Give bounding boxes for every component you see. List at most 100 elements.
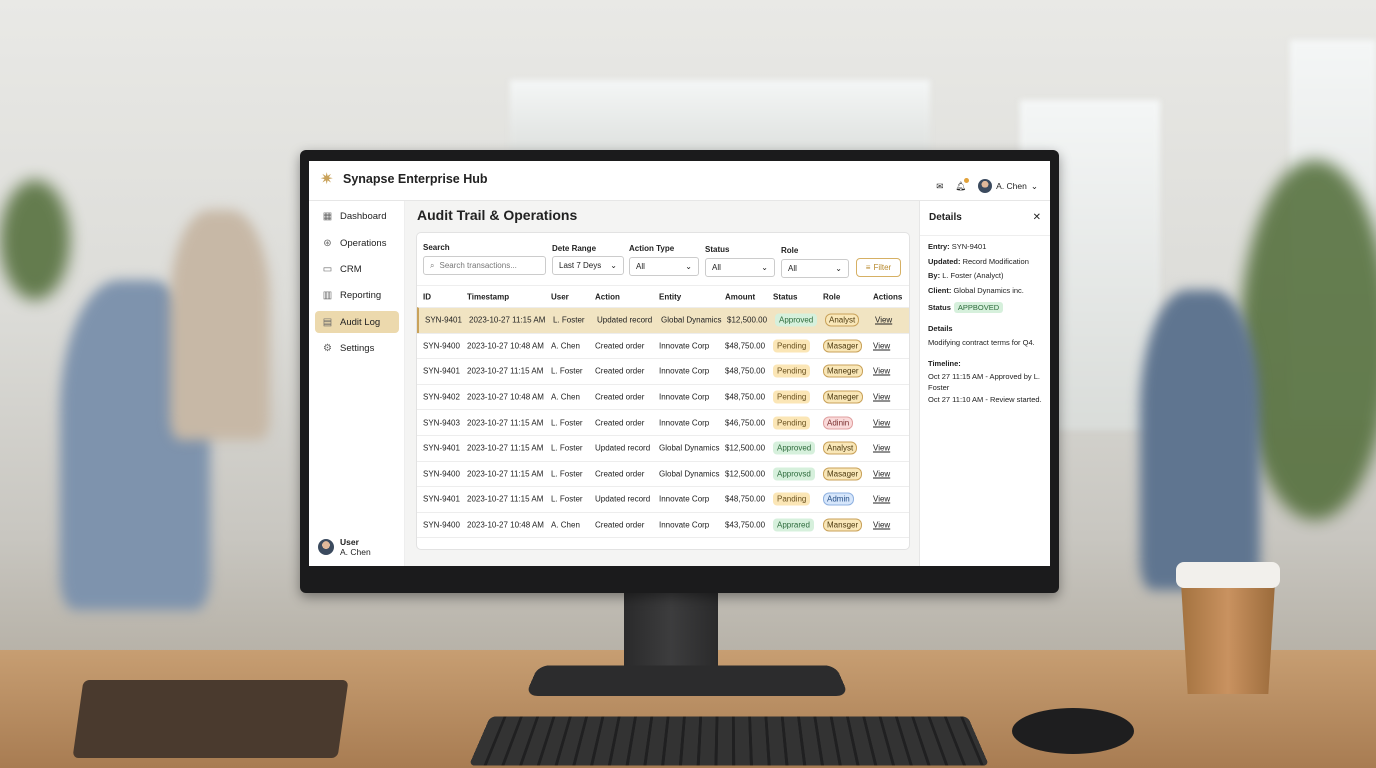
user-menu[interactable]: A. Chen ⌄	[978, 179, 1038, 193]
status-badge: Approvsd	[773, 467, 815, 481]
column-header[interactable]: User	[551, 292, 569, 301]
date-range-label: Dete Range	[552, 244, 597, 253]
sidebar-item-crm[interactable]: ▭ CRM	[315, 258, 399, 280]
amount-cell: $46,750.00	[725, 418, 766, 428]
view-link[interactable]: View	[873, 443, 891, 453]
action-type-select[interactable]: All ⌄	[629, 257, 699, 276]
client-value: Global Dynamics inc.	[953, 285, 1024, 295]
mail-icon[interactable]: ✉	[936, 180, 944, 191]
view-link[interactable]: View	[873, 418, 891, 428]
entity-cell: Global Dynamics	[659, 443, 720, 453]
table-row[interactable]: SYN-9401 2023-10-27 11:15 AM L. Foster Upda…	[417, 486, 909, 512]
view-link[interactable]: View	[873, 520, 891, 530]
id-cell: SYN-9400	[423, 469, 460, 479]
dashboard-icon: ▦	[322, 210, 333, 222]
column-header[interactable]: Role	[823, 292, 841, 301]
table-row[interactable]: SYN-9400 2023-10-27 11:15 AM L. Foster Crea…	[417, 460, 909, 487]
entity-cell: Innovate Corp	[659, 341, 710, 351]
timestamp-cell: 2023-10-27 10:48 AM	[467, 520, 544, 530]
view-link[interactable]: View	[873, 341, 891, 351]
notification-dot	[964, 177, 970, 183]
filter-button[interactable]: ≡ Filter	[856, 258, 901, 277]
by-value: L. Foster (Analyct)	[942, 271, 1004, 280]
date-range-select[interactable]: Last 7 Deys ⌄	[552, 256, 624, 275]
bell-icon[interactable]: 🔔︎	[955, 177, 970, 192]
table-row[interactable]: SYN-9401 2023-10-27 11:15 AM L. Foster Upda…	[417, 435, 909, 461]
entry-value: SYN-9401	[951, 242, 987, 251]
sidebar-item-operations[interactable]: ⊛ Operations	[315, 232, 399, 254]
user-cell: L. Foster	[551, 418, 583, 428]
user-cell: L. Foster	[551, 366, 583, 376]
sidebar-item-reporting[interactable]: ▥ Reporting	[315, 284, 399, 306]
search-label: Search	[423, 243, 450, 252]
table-row[interactable]: SYN-9401 2023-10-27 11:15 AM L. Foster Crea…	[417, 358, 909, 384]
plant	[0, 180, 70, 300]
client-label: Client:	[928, 285, 952, 295]
view-link[interactable]: View	[873, 366, 891, 376]
entity-cell: Innovate Corp	[659, 418, 710, 428]
sidebar: ▦ Dashboard ⊛ Operations ▭ CRM ▥ Reporting ▤…	[309, 201, 405, 566]
role-badge: Analyst	[823, 441, 858, 455]
role-badge: Mansger	[823, 518, 863, 532]
action-cell: Created order	[595, 341, 645, 351]
search-placeholder: Search transactions...	[439, 261, 517, 270]
action-cell: Updated record	[595, 443, 651, 453]
role-select[interactable]: All ⌄	[781, 259, 849, 278]
column-header[interactable]: Timestamp	[467, 292, 510, 301]
sidebar-user[interactable]: User A. Chen	[318, 537, 371, 557]
by-label: By:	[928, 271, 941, 280]
action-cell: Created order	[595, 418, 645, 428]
keyboard	[468, 716, 990, 766]
action-type-label: Action Type	[629, 244, 675, 253]
date-range-value: Last 7 Deys	[559, 261, 602, 270]
view-link[interactable]: View	[873, 392, 891, 402]
user-name: A. Chen	[996, 181, 1027, 191]
view-link[interactable]: View	[873, 469, 891, 479]
sidebar-item-audit-log[interactable]: ▤ Audit Log	[315, 311, 399, 333]
status-label: Status	[928, 303, 951, 312]
operations-icon: ⊛	[323, 237, 332, 249]
column-header[interactable]: ID	[423, 292, 431, 301]
role-label: Role	[781, 246, 799, 255]
role-badge: Adinin	[823, 416, 854, 430]
search-icon: ⌕	[430, 260, 435, 270]
id-cell: SYN-9401	[423, 494, 460, 504]
status-select[interactable]: All ⌄	[705, 258, 775, 277]
column-header[interactable]: Status	[773, 292, 798, 301]
table-row[interactable]: SYN-9400 2023-10-27 10:48 AM A. Chen Create…	[417, 511, 909, 538]
sidebar-item-dashboard[interactable]: ▦ Dashboard	[315, 205, 399, 227]
view-link[interactable]: View	[873, 494, 891, 504]
table-row[interactable]: SYN-9403 2023-10-27 11:15 AM L. Foster Crea…	[417, 409, 909, 435]
action-cell: Created order	[595, 469, 645, 479]
amount-cell: $43,750.00	[725, 520, 766, 530]
id-cell: SYN-9400	[423, 520, 460, 530]
coffee-cup-lid	[1176, 562, 1280, 588]
search-input[interactable]: ⌕ Search transactions...	[423, 256, 546, 275]
entry-label: Entry:	[928, 242, 950, 251]
view-link[interactable]: View	[875, 315, 893, 325]
sidebar-item-label: Settings	[340, 342, 375, 354]
updated-label: Updated:	[928, 256, 961, 266]
column-header[interactable]: Entity	[659, 292, 682, 301]
table-row[interactable]: SYN-9400 2023-10-27 10:48 AM A. Chen Create…	[417, 332, 909, 359]
column-header[interactable]: Amount	[725, 292, 756, 301]
monitor-base	[525, 665, 849, 697]
user-cell: L. Foster	[553, 315, 585, 325]
entity-cell: Innovate Corp	[659, 520, 710, 530]
main-content: Audit Trail & Operations Search ⌕ Search …	[405, 201, 919, 566]
timeline-label: Timeline:	[928, 358, 961, 368]
timestamp-cell: 2023-10-27 10:48 AM	[467, 392, 544, 402]
column-header[interactable]: Actions	[873, 292, 903, 301]
table-row[interactable]: SYN-9402 2023-10-27 10:48 AM A. Chen Create…	[417, 383, 909, 410]
table-row[interactable]: SYN-9401 2023-10-27 11:15 AM L. Foster Upda…	[417, 307, 909, 333]
chart-icon: ▥	[322, 289, 333, 301]
entity-cell: Innovate Corp	[659, 392, 710, 402]
user-cell: L. Foster	[551, 443, 583, 453]
table-header: ID Timestamp User Action Entity Amount Status R…	[417, 285, 909, 307]
action-cell: Created order	[595, 520, 645, 530]
chevron-down-icon: ⌄	[835, 264, 842, 273]
close-icon[interactable]: ✕	[1032, 211, 1041, 223]
column-header[interactable]: Action	[595, 292, 620, 301]
sidebar-item-settings[interactable]: ⚙ Settings	[315, 337, 399, 359]
role-badge: Maneger	[823, 390, 863, 404]
